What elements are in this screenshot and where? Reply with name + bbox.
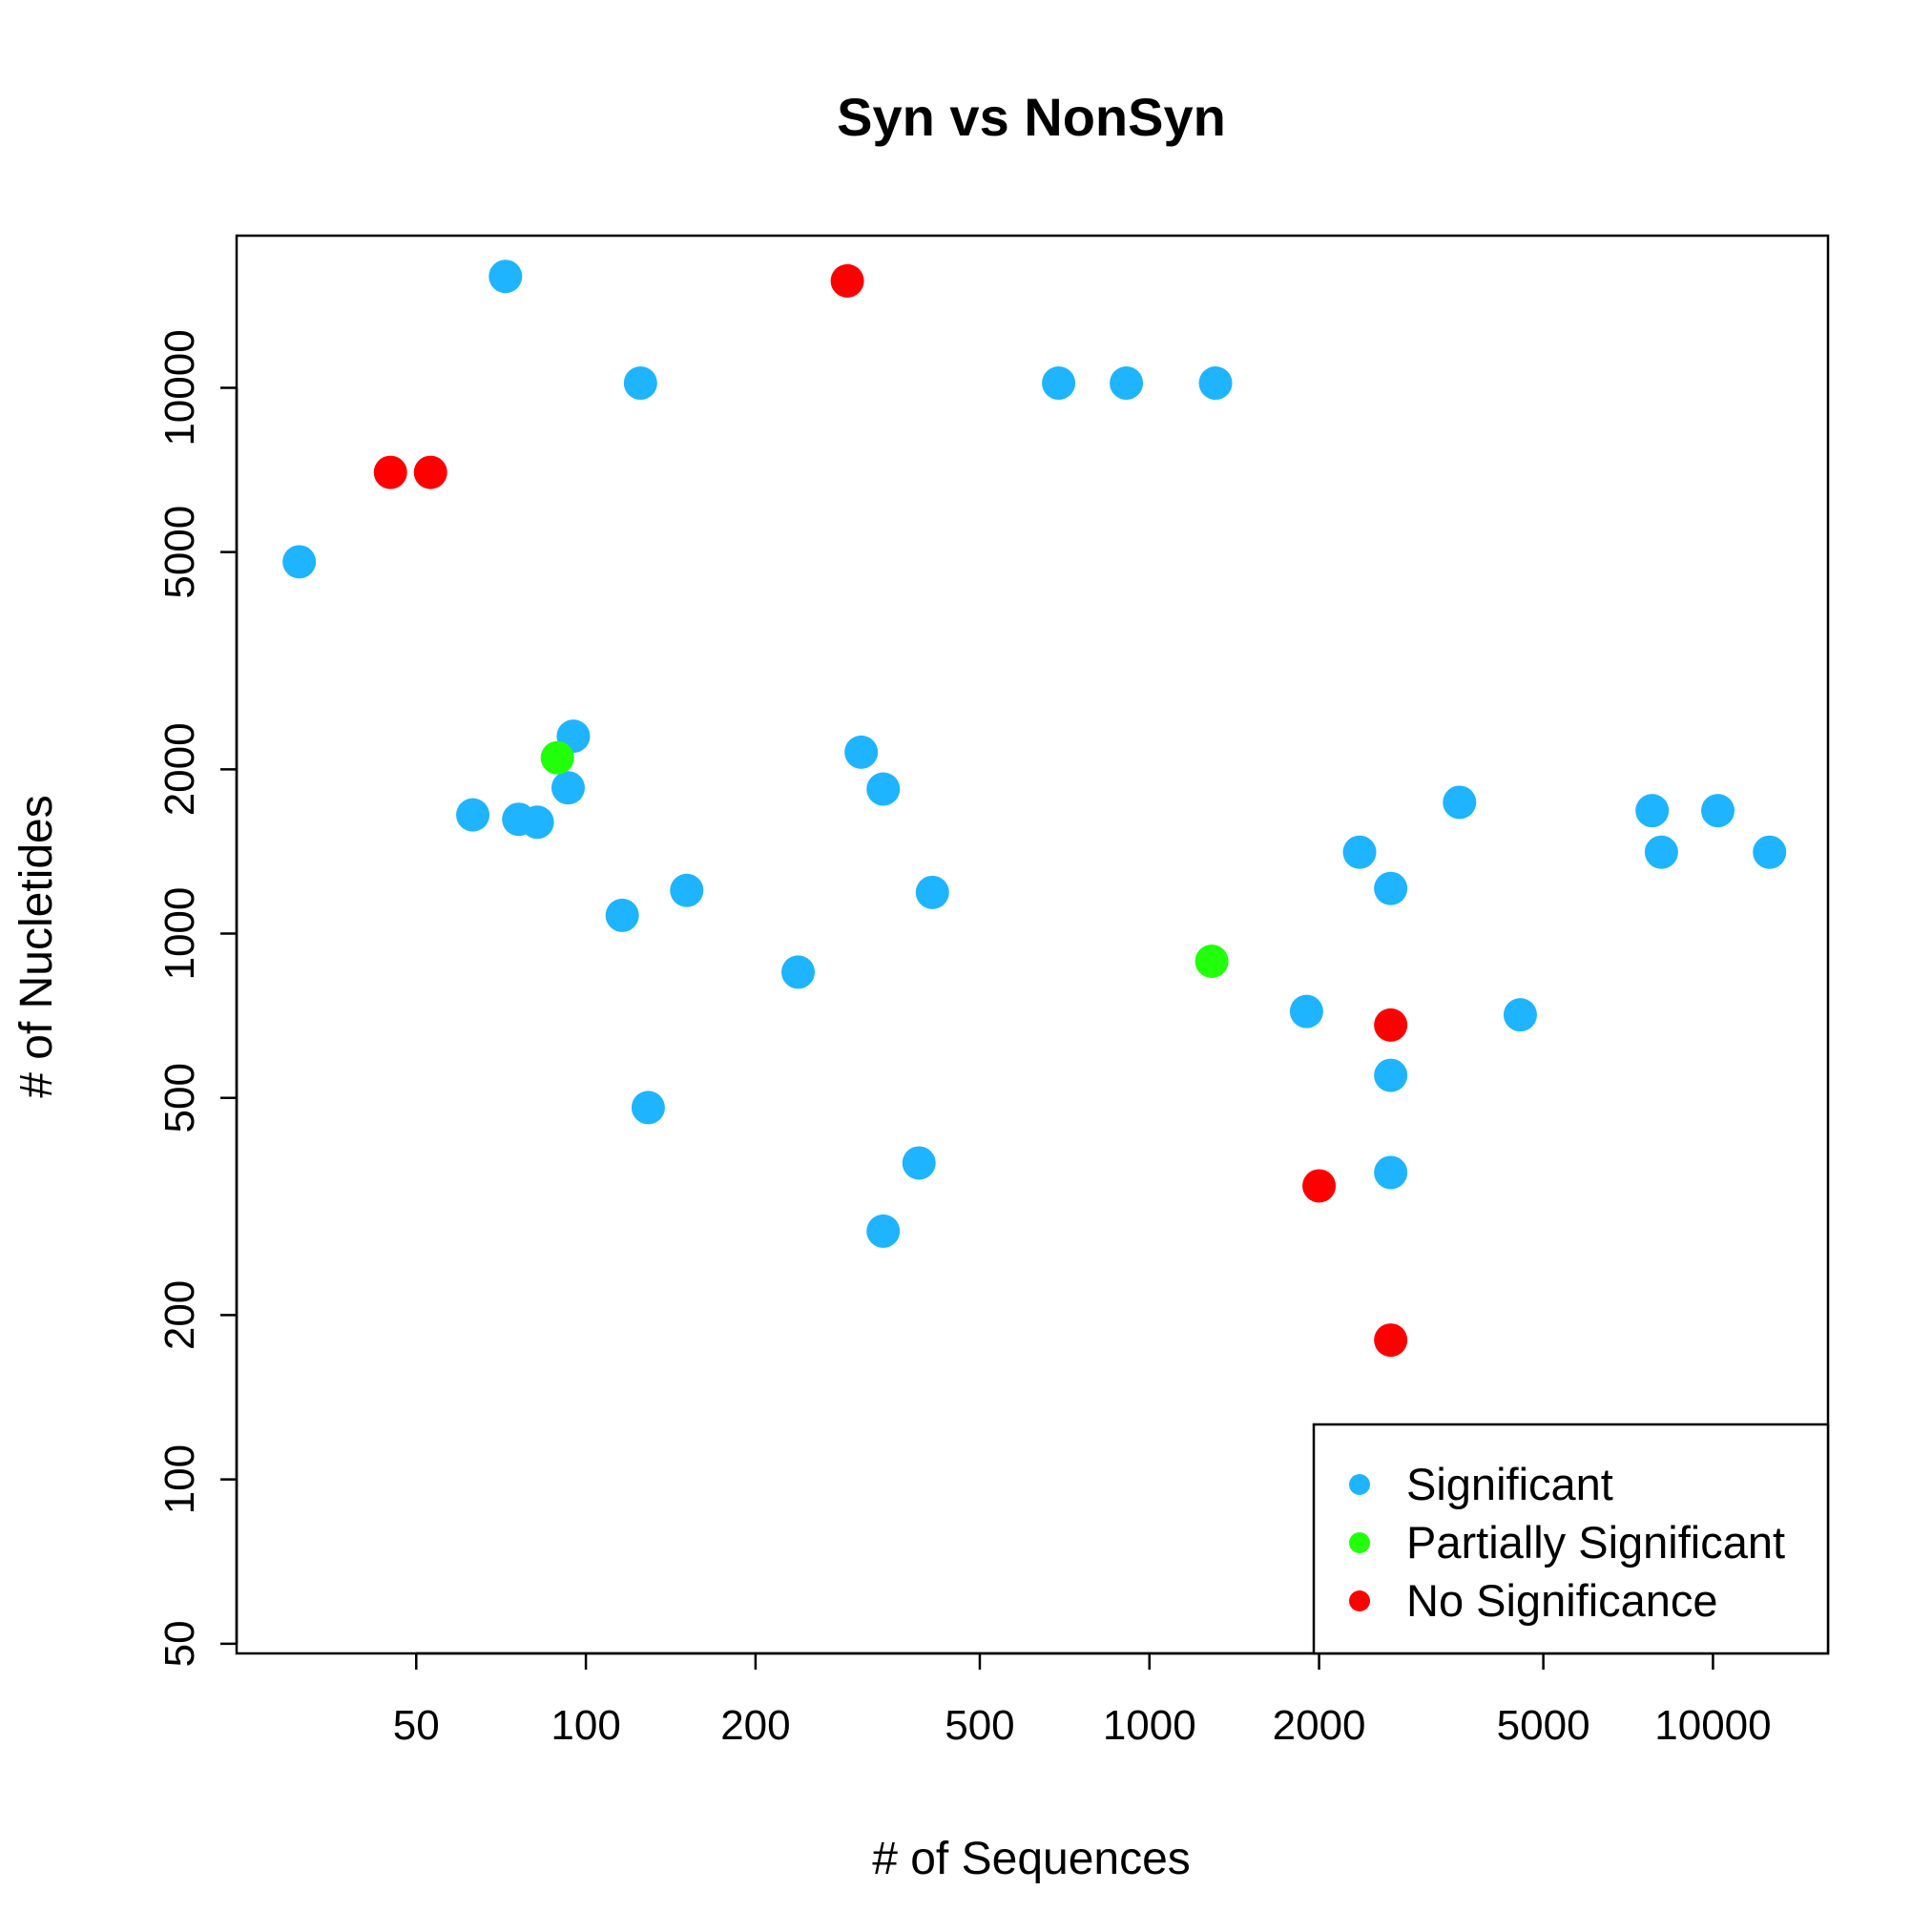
x-axis: 50 100 200 500 1000 2000 5000 10000 [393, 1652, 1772, 1749]
data-point-series-0 [1753, 835, 1787, 869]
data-point-series-0 [866, 772, 901, 806]
y-tick-label: 10000 [156, 329, 203, 446]
data-points [282, 260, 1787, 1358]
data-point-series-0 [670, 873, 704, 907]
data-point-series-0 [1374, 871, 1408, 905]
data-point-series-1 [1195, 945, 1229, 979]
data-point-series-0 [551, 771, 585, 805]
data-point-series-0 [1198, 366, 1233, 401]
legend-label: Significant [1406, 1459, 1613, 1509]
data-point-series-2 [413, 455, 447, 489]
data-point-series-0 [1110, 366, 1144, 401]
x-tick-label: 100 [551, 1702, 620, 1749]
data-point-series-0 [520, 805, 554, 840]
y-tick-label: 5000 [156, 506, 203, 599]
data-point-series-2 [830, 263, 864, 298]
legend-marker [1349, 1532, 1370, 1553]
y-tick-label: 1000 [156, 887, 203, 981]
data-point-series-0 [1443, 785, 1477, 820]
x-tick-label: 500 [945, 1702, 1014, 1749]
data-point-series-0 [1289, 994, 1323, 1028]
data-point-series-0 [915, 875, 949, 909]
y-axis: 50 100 200 500 1000 2000 5000 10000 [156, 329, 239, 1667]
x-tick-label: 2000 [1273, 1702, 1366, 1749]
data-point-series-0 [1042, 366, 1076, 401]
x-tick-label: 200 [720, 1702, 790, 1749]
legend-label: No Significance [1406, 1575, 1718, 1626]
legend-box [1312, 1423, 1830, 1655]
chart-title: Syn vs NonSyn [837, 87, 1226, 147]
data-point-series-0 [1701, 794, 1735, 828]
data-point-series-0 [456, 798, 490, 832]
data-point-series-0 [781, 955, 816, 989]
data-point-series-2 [1374, 1008, 1408, 1042]
x-axis-title: # of Sequences [872, 1834, 1191, 1884]
data-point-series-0 [1644, 835, 1678, 869]
legend-label: Partially Significant [1406, 1517, 1785, 1568]
data-point-series-0 [282, 545, 317, 579]
y-tick-label: 100 [156, 1444, 203, 1514]
data-point-series-0 [1635, 794, 1670, 828]
data-point-series-0 [1503, 998, 1537, 1032]
y-tick-label: 2000 [156, 722, 203, 816]
data-point-series-0 [1374, 1155, 1408, 1190]
y-tick-label: 200 [156, 1280, 203, 1350]
data-point-series-0 [631, 1091, 665, 1125]
x-tick-label: 1000 [1103, 1702, 1196, 1749]
data-point-series-2 [1374, 1323, 1408, 1358]
x-tick-label: 5000 [1497, 1702, 1590, 1749]
data-point-series-0 [623, 366, 657, 401]
data-point-series-0 [866, 1214, 901, 1248]
data-point-series-0 [605, 898, 639, 932]
legend-marker [1349, 1474, 1370, 1495]
data-point-series-2 [1302, 1169, 1337, 1203]
y-axis-title: # of Nucletides [11, 795, 62, 1098]
y-tick-label: 50 [156, 1620, 203, 1667]
data-point-series-0 [488, 260, 523, 294]
x-tick-label: 10000 [1654, 1702, 1771, 1749]
data-point-series-0 [1342, 835, 1377, 869]
data-point-series-2 [373, 455, 407, 489]
data-point-series-0 [1374, 1058, 1408, 1092]
x-tick-label: 50 [393, 1702, 440, 1749]
data-point-series-0 [902, 1146, 936, 1180]
data-point-series-1 [540, 740, 574, 775]
y-tick-label: 500 [156, 1063, 203, 1132]
legend-marker [1349, 1590, 1370, 1611]
legend: Significant Partially Significant No Signi… [1312, 1423, 1830, 1655]
data-point-series-0 [844, 735, 879, 769]
